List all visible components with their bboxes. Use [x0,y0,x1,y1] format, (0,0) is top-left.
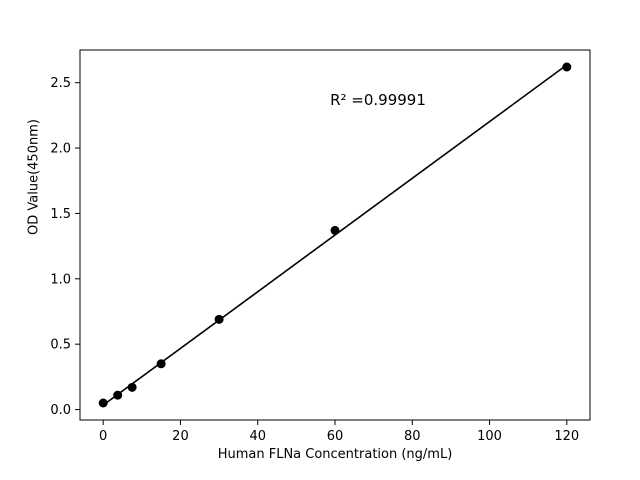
data-point [127,382,137,392]
fit-line [102,64,568,406]
x-tick-label: 100 [477,429,502,444]
y-tick-label: 1.5 [50,207,71,222]
y-tick-label: 1.0 [50,272,71,287]
data-point [214,314,224,324]
x-axis-label: Human FLNa Concentration (ng/mL) [217,447,453,462]
y-tick-label: 0.5 [50,338,71,353]
x-tick-label: 40 [249,429,266,444]
r-squared-annotation: R² =0.99991 [330,91,426,109]
x-tick-label: 20 [172,429,189,444]
data-point [113,390,123,400]
data-point [98,398,108,408]
x-tick-label: 80 [404,429,421,444]
data-point [330,225,340,235]
data-point [562,62,572,72]
data-point [156,359,166,369]
x-tick-label: 60 [327,429,344,444]
y-tick-label: 2.5 [50,76,71,91]
x-tick-label: 120 [554,429,579,444]
y-tick-label: 0.0 [50,403,71,418]
y-tick-label: 2.0 [50,142,71,157]
x-tick-label: 0 [99,429,107,444]
